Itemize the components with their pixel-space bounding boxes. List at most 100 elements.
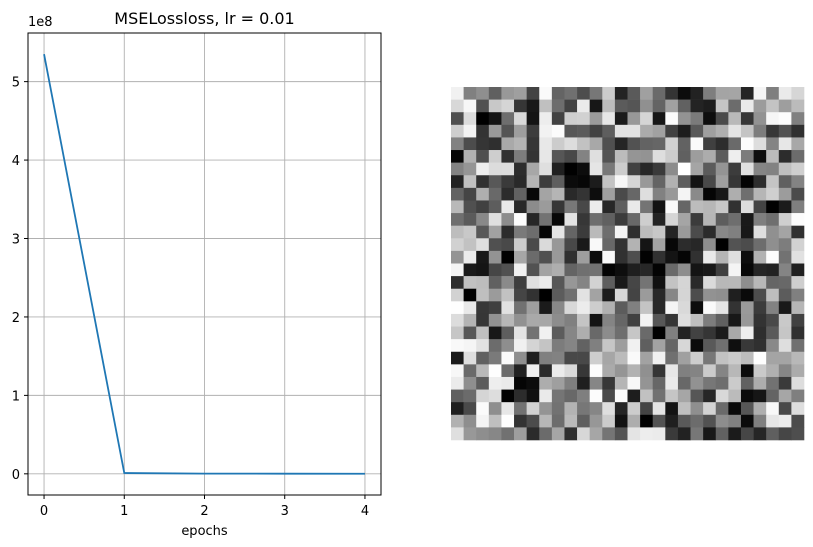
heatmap-cell: [589, 200, 603, 214]
heatmap-cell: [526, 376, 540, 390]
heatmap-cell: [690, 112, 704, 126]
heatmap-cell: [677, 112, 691, 126]
heatmap-cell: [753, 200, 767, 214]
heatmap-cell: [766, 200, 780, 214]
heatmap-cell: [791, 351, 805, 365]
heatmap-cell: [602, 288, 616, 302]
heatmap-cell: [539, 124, 553, 138]
heatmap-cell: [614, 364, 628, 378]
heatmap-cell: [652, 263, 666, 277]
heatmap-cell: [740, 250, 754, 264]
y-tick-label: 4: [12, 154, 20, 169]
heatmap-cell: [677, 276, 691, 290]
heatmap-cell: [451, 263, 464, 277]
heatmap-cell: [488, 213, 502, 226]
heatmap-cell: [577, 124, 590, 138]
heatmap-cell: [640, 238, 654, 252]
heatmap-cell: [791, 150, 805, 163]
heatmap-cell: [451, 301, 464, 315]
heatmap-cell: [715, 427, 729, 441]
heatmap-cell: [690, 389, 704, 403]
heatmap-cell: [589, 364, 603, 378]
heatmap-cell: [677, 124, 691, 138]
heatmap-cell: [778, 238, 792, 252]
heatmap-cell: [703, 339, 717, 353]
x-axis-label: epochs: [181, 524, 228, 539]
heatmap-cell: [539, 301, 553, 315]
heatmap-cell: [728, 288, 742, 302]
heatmap-cell: [753, 402, 767, 416]
heatmap-cell: [778, 225, 792, 239]
heatmap-cell: [640, 326, 654, 340]
heatmap-cell: [791, 263, 805, 277]
heatmap-cell: [728, 250, 742, 264]
heatmap-cell: [501, 175, 515, 189]
heatmap-cell: [589, 137, 603, 151]
heatmap-cell: [514, 339, 527, 353]
heatmap-cell: [791, 200, 805, 214]
heatmap-cell: [488, 313, 502, 327]
heatmap-cell: [677, 87, 691, 100]
heatmap-cell: [791, 301, 805, 315]
heatmap-cell: [476, 200, 490, 214]
heatmap-cell: [476, 238, 490, 252]
heatmap-cell: [715, 162, 729, 176]
heatmap-cell: [766, 364, 780, 378]
heatmap-cell: [551, 414, 565, 428]
heatmap-cell: [476, 137, 490, 151]
heatmap-cell: [778, 250, 792, 264]
heatmap-cell: [690, 313, 704, 327]
heatmap-cell: [652, 402, 666, 416]
heatmap-cell: [791, 187, 805, 201]
heatmap-cell: [589, 187, 603, 201]
heatmap-cell: [551, 313, 565, 327]
heatmap-cell: [451, 162, 464, 176]
heatmap-cell: [715, 112, 729, 126]
heatmap-cell: [463, 200, 477, 214]
heatmap-cell: [514, 150, 527, 163]
heatmap-cell: [602, 250, 616, 264]
heatmap-cell: [614, 250, 628, 264]
heatmap-cell: [665, 376, 679, 390]
heatmap-cell: [602, 175, 616, 189]
heatmap-cell: [778, 414, 792, 428]
chart-title: MSELossloss, lr = 0.01: [114, 9, 294, 28]
heatmap-cell: [614, 225, 628, 239]
heatmap-cell: [627, 276, 641, 290]
heatmap-cell: [703, 427, 717, 441]
heatmap-cell: [703, 187, 717, 201]
heatmap-cell: [703, 250, 717, 264]
heatmap-cell: [514, 301, 527, 315]
heatmap-cell: [665, 225, 679, 239]
heatmap-cell: [665, 263, 679, 277]
heatmap-cell: [740, 87, 754, 100]
heatmap-cell: [577, 137, 590, 151]
heatmap-cell: [677, 301, 691, 315]
heatmap-cell: [488, 137, 502, 151]
heatmap-cell: [677, 339, 691, 353]
heatmap-cell: [640, 200, 654, 214]
heatmap-cell: [514, 175, 527, 189]
heatmap-cell: [577, 414, 590, 428]
heatmap-cell: [728, 124, 742, 138]
heatmap-cell: [715, 99, 729, 113]
heatmap-cell: [665, 301, 679, 315]
heatmap-cell: [665, 162, 679, 176]
heatmap-cell: [665, 364, 679, 378]
heatmap-cell: [740, 313, 754, 327]
heatmap-cell: [753, 187, 767, 201]
heatmap-cell: [463, 213, 477, 226]
heatmap-cell: [791, 313, 805, 327]
heatmap-cell: [526, 112, 540, 126]
heatmap-cell: [614, 351, 628, 365]
heatmap-cell: [526, 351, 540, 365]
heatmap-cell: [451, 238, 464, 252]
heatmap-cell: [564, 250, 578, 264]
heatmap-cell: [577, 250, 590, 264]
heatmap-cell: [703, 301, 717, 315]
heatmap-cell: [677, 364, 691, 378]
heatmap-cell: [551, 238, 565, 252]
heatmap-cell: [677, 326, 691, 340]
heatmap-cell: [640, 250, 654, 264]
heatmap-cell: [501, 414, 515, 428]
